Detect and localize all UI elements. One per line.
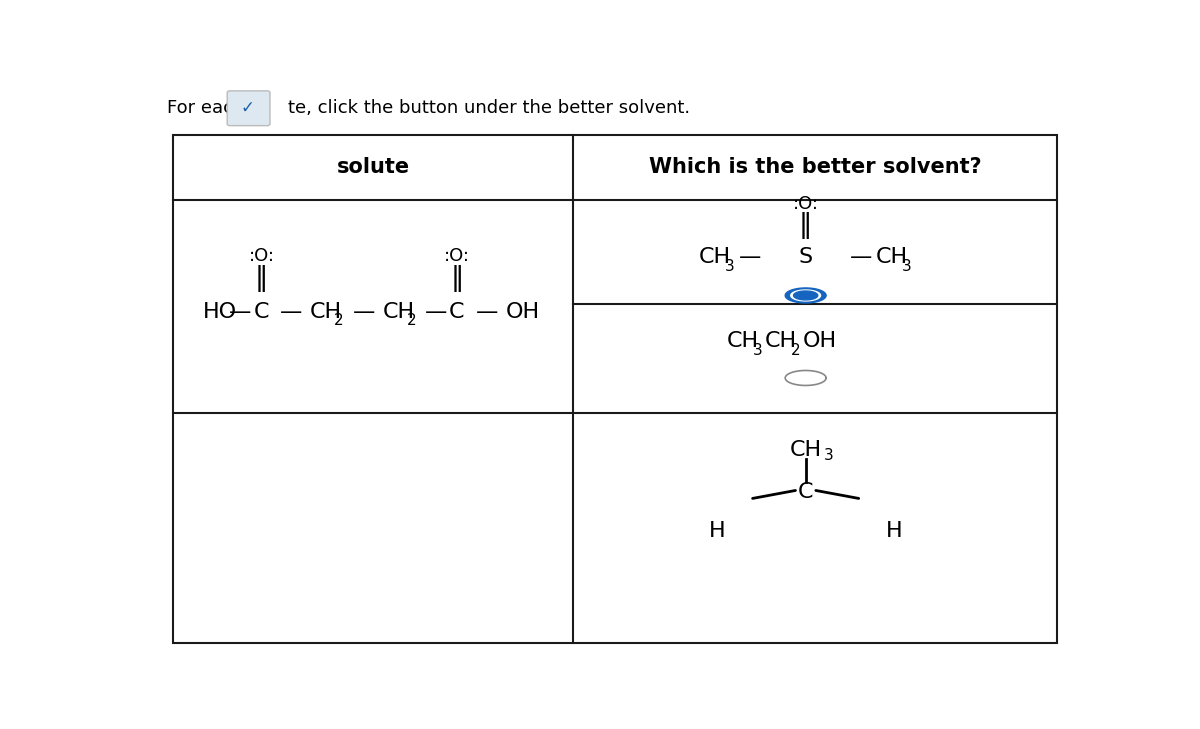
- Text: CH: CH: [383, 302, 415, 322]
- Text: —: —: [229, 302, 251, 322]
- Text: ‖: ‖: [254, 265, 269, 292]
- Text: —: —: [851, 247, 872, 268]
- Text: CH: CH: [727, 332, 758, 351]
- Text: S: S: [798, 247, 812, 268]
- Text: HO: HO: [203, 302, 238, 322]
- Text: 2: 2: [407, 313, 416, 329]
- Text: OH: OH: [803, 332, 836, 351]
- Text: C: C: [449, 302, 464, 322]
- Text: 3: 3: [824, 448, 834, 463]
- Text: 2: 2: [791, 343, 800, 358]
- Text: —: —: [353, 302, 376, 322]
- Text: ‖: ‖: [799, 212, 812, 239]
- Text: For eac: For eac: [167, 99, 233, 117]
- Text: :O:: :O:: [793, 195, 818, 213]
- Text: —: —: [739, 247, 761, 268]
- Text: Which is the better solvent?: Which is the better solvent?: [649, 157, 982, 177]
- Text: ‖: ‖: [450, 265, 463, 292]
- FancyBboxPatch shape: [227, 91, 270, 125]
- Text: CH: CH: [698, 247, 731, 268]
- Polygon shape: [785, 288, 826, 303]
- Text: te, click the button under the better solvent.: te, click the button under the better so…: [288, 99, 690, 117]
- Text: CH: CH: [764, 332, 797, 351]
- Text: OH: OH: [506, 302, 540, 322]
- Text: :O:: :O:: [444, 247, 470, 265]
- Text: ✓: ✓: [241, 99, 254, 117]
- Text: —: —: [425, 302, 448, 322]
- Text: C: C: [798, 482, 814, 502]
- Polygon shape: [791, 290, 821, 301]
- Text: —: —: [475, 302, 498, 322]
- Polygon shape: [793, 291, 817, 300]
- Text: C: C: [254, 302, 269, 322]
- Text: CH: CH: [790, 440, 822, 459]
- Text: CH: CH: [876, 247, 907, 268]
- Text: solute: solute: [337, 157, 409, 177]
- Text: —: —: [280, 302, 302, 322]
- Text: 3: 3: [725, 259, 734, 274]
- Text: 3: 3: [901, 259, 911, 274]
- Text: :O:: :O:: [248, 247, 275, 265]
- Text: 3: 3: [752, 343, 762, 358]
- Text: 2: 2: [334, 313, 343, 329]
- Text: CH: CH: [310, 302, 342, 322]
- Text: H: H: [709, 521, 726, 541]
- Text: H: H: [886, 521, 902, 541]
